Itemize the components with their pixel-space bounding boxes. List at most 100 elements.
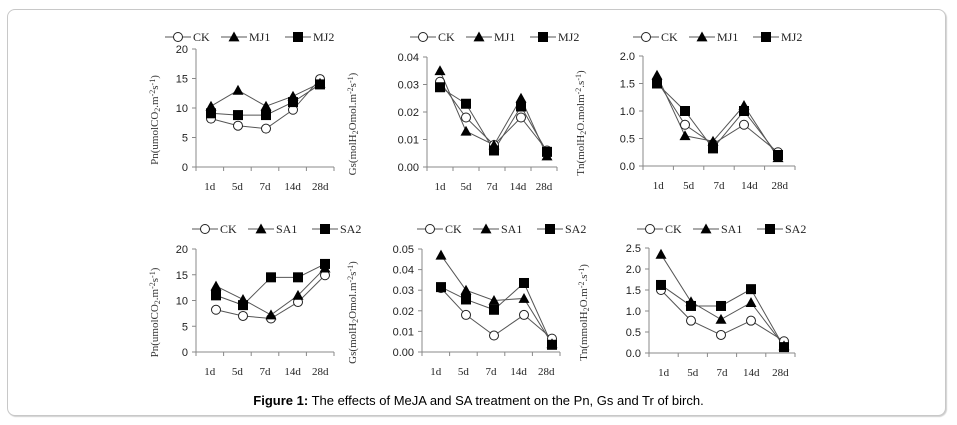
data-point-sa2 — [461, 294, 471, 305]
legend-marker-ck — [645, 224, 655, 234]
x-tick-label: 28d — [312, 181, 329, 193]
y-tick-label: 0.5 — [626, 327, 641, 339]
y-axis-label-part: -2 — [148, 282, 157, 289]
y-tick-label: 1.5 — [620, 79, 635, 91]
legend-label: SA2 — [565, 222, 586, 236]
data-point-mj2 — [288, 97, 298, 108]
data-point-mj1 — [460, 125, 472, 136]
y-axis-label-part: ) — [149, 75, 161, 79]
data-point-sa1 — [488, 295, 500, 305]
y-axis-label-part: ) — [347, 261, 359, 265]
y-axis-label: Pn(umolCO2.m-2s-1) — [148, 75, 162, 165]
y-tick-label: 0.00 — [393, 347, 414, 359]
data-point-mj2 — [435, 82, 445, 93]
y-axis-label-part: -2 — [577, 281, 586, 288]
legend-label: CK — [220, 222, 237, 236]
data-point-mj1 — [515, 92, 527, 103]
y-axis-label: Gs(molH2Omol.m-2s-1) — [346, 261, 360, 364]
legend-label: CK — [445, 222, 462, 236]
data-point-mj2 — [233, 110, 243, 121]
y-axis-label-part: O.m — [578, 288, 590, 308]
data-point-sa2 — [320, 258, 330, 269]
legend-marker-sa2 — [545, 224, 555, 234]
y-axis-label-part: ) — [575, 70, 587, 74]
y-tick-label: 20 — [176, 44, 188, 56]
data-point-sa1 — [655, 248, 667, 259]
legend-label: MJ1 — [249, 30, 270, 44]
caption-label: Figure 1: — [253, 393, 309, 408]
data-point-mj1 — [260, 100, 272, 111]
legend-label: CK — [665, 222, 682, 236]
y-axis-label-part: -1 — [148, 271, 157, 278]
data-point-sa2 — [211, 290, 221, 301]
y-axis-label-part: .m — [149, 288, 161, 300]
legend: CK MJ1 MJ2 — [633, 30, 802, 44]
chart-tr-mj: 0.0 0.5 1.0 1.5 2.0 1d 5d 7d 14d 28d Tn(molH2O.mol… — [574, 30, 802, 192]
data-point-mj2 — [315, 79, 325, 90]
data-point-mj2 — [652, 78, 662, 89]
y-tick-label: 0.5 — [620, 134, 635, 146]
data-point-sa2 — [238, 300, 248, 311]
y-axis-label-part: 2 — [579, 131, 588, 135]
y-axis-label-part: s — [347, 83, 359, 87]
y-tick-label: 0.03 — [393, 285, 414, 297]
data-point-mj2 — [773, 150, 783, 160]
y-axis-label-part: -1 — [574, 74, 583, 81]
data-point-mj1 — [707, 135, 719, 146]
y-tick-label: 0.0 — [626, 348, 641, 360]
y-axis-label-part: .s — [575, 81, 587, 88]
legend-label: MJ1 — [494, 30, 515, 44]
y-tick-label: 0.02 — [393, 306, 414, 318]
y-tick-label: 1.0 — [620, 106, 635, 118]
x-tick-label: 1d — [658, 367, 670, 379]
y-axis-label-part: -2 — [574, 88, 583, 95]
x-tick-label: 14d — [743, 367, 760, 379]
data-point-ck — [746, 315, 756, 326]
y-tick-label: 0.02 — [398, 107, 419, 119]
figure-caption: Figure 1: The effects of MeJA and SA tre… — [0, 393, 957, 408]
y-tick-label: 0.05 — [393, 244, 414, 256]
series-line-ck — [656, 80, 779, 153]
x-tick-label: 14d — [284, 181, 301, 193]
data-point-ck — [461, 309, 471, 320]
data-point-mj1 — [232, 84, 244, 95]
x-tick-label: 14d — [510, 366, 527, 378]
data-point-sa1 — [715, 313, 727, 324]
y-axis-label-part: 2 — [351, 130, 360, 134]
y-axis-label-part: .s — [578, 274, 590, 281]
data-point-ck — [489, 330, 499, 341]
legend-marker-sa1 — [480, 223, 492, 234]
data-point-sa1 — [265, 309, 277, 320]
chart-tr-sa: 0.0 0.5 1.0 1.5 2.0 2.5 1d 5d 7d 14d 28d Tn(mmolH2O… — [577, 222, 806, 379]
y-axis-label-part: Omol.m — [347, 94, 359, 131]
data-point-mj2 — [461, 98, 471, 109]
y-axis-label-part: s — [149, 85, 161, 89]
data-point-sa2 — [656, 279, 666, 290]
data-point-mj1 — [205, 100, 217, 111]
legend-marker-mj2 — [538, 32, 548, 42]
y-tick-label: 2.0 — [626, 264, 641, 276]
legend-marker-ck — [418, 32, 428, 42]
y-tick-label: 0.04 — [393, 265, 414, 277]
data-point-mj1 — [679, 130, 691, 141]
data-point-mj2 — [206, 108, 216, 119]
x-tick-label: 5d — [687, 367, 699, 379]
legend-marker-ck — [173, 32, 183, 42]
data-point-sa1 — [435, 249, 447, 260]
legend: CK MJ1 MJ2 — [410, 30, 579, 44]
y-axis-label-part: -1 — [346, 265, 355, 272]
data-point-sa1 — [518, 292, 530, 303]
legend-label: CK — [193, 30, 210, 44]
y-axis-label-part: .m — [149, 96, 161, 108]
data-point-mj2 — [489, 145, 499, 156]
data-point-mj2 — [542, 146, 552, 157]
data-point-mj2 — [739, 106, 749, 116]
y-axis-label-part: -1 — [577, 268, 586, 275]
y-axis-label-part: -2 — [346, 87, 355, 94]
y-axis-label-part: s — [149, 278, 161, 282]
data-point-ck — [716, 329, 726, 340]
y-tick-label: 0.0 — [620, 161, 635, 173]
caption-text: The effects of MeJA and SA treatment on … — [308, 393, 704, 408]
x-tick-label: 1d — [204, 366, 216, 378]
